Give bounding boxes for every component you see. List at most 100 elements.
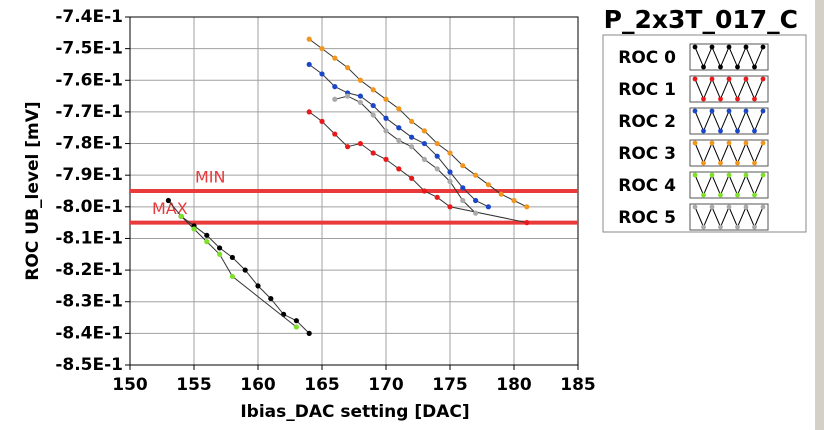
data-point xyxy=(434,140,440,147)
legend-swatch-dot xyxy=(735,64,740,70)
data-point xyxy=(473,210,479,216)
legend-swatch-dot xyxy=(726,44,732,50)
data-point xyxy=(460,163,466,169)
legend-swatch-dot xyxy=(718,160,723,166)
data-point xyxy=(204,239,210,245)
legend-swatch-dot xyxy=(743,204,749,210)
y-tick-label: -8.0E-1 xyxy=(55,197,123,217)
legend-label: ROC 2 xyxy=(618,112,676,132)
legend-swatch-dot xyxy=(760,172,766,178)
legend-swatch-dot xyxy=(709,140,715,146)
data-point xyxy=(332,96,338,102)
series-line xyxy=(180,215,297,328)
data-point xyxy=(524,220,530,226)
legend-swatch-dot xyxy=(692,140,698,146)
y-tick-label: -7.6E-1 xyxy=(55,70,123,90)
data-point xyxy=(345,65,351,71)
y-tick-label: -8.3E-1 xyxy=(55,292,123,312)
legend-swatch-dot xyxy=(752,128,757,134)
legend-swatch-dot xyxy=(735,128,740,134)
legend-swatch-dot xyxy=(752,160,757,166)
data-point xyxy=(217,251,223,257)
data-point xyxy=(460,185,466,191)
data-point xyxy=(229,273,235,280)
y-tick-label: -7.4E-1 xyxy=(55,7,123,27)
data-point xyxy=(178,213,184,219)
data-point xyxy=(396,166,402,172)
legend-swatch-dot xyxy=(735,192,740,198)
data-point xyxy=(217,245,223,251)
legend-swatch-dot xyxy=(726,108,732,114)
data-point xyxy=(370,87,376,93)
data-point xyxy=(319,71,325,77)
data-point xyxy=(447,150,453,156)
data-point xyxy=(370,150,376,156)
data-point xyxy=(357,93,363,99)
data-point xyxy=(165,197,171,204)
legend-swatch-dot xyxy=(692,204,698,210)
y-tick-label: -8.4E-1 xyxy=(55,323,123,343)
legend-swatch-dot xyxy=(743,172,749,178)
legend-swatch-dot xyxy=(743,76,749,82)
legend-swatch-dot xyxy=(726,76,732,82)
data-point xyxy=(485,182,491,188)
data-point xyxy=(281,311,287,317)
data-point xyxy=(473,197,479,204)
legend-swatch-dot xyxy=(709,172,715,178)
data-point xyxy=(357,99,363,106)
x-tick-label: 150 xyxy=(112,375,148,395)
legend-label: ROC 4 xyxy=(618,176,676,196)
data-point xyxy=(306,109,312,115)
data-point xyxy=(383,128,389,134)
y-tick-label: -8.2E-1 xyxy=(55,260,123,280)
x-tick-label: 160 xyxy=(240,375,276,395)
data-point xyxy=(447,169,453,175)
data-point xyxy=(293,318,299,324)
y-tick-label: -7.7E-1 xyxy=(55,102,123,122)
legend-swatch-dot xyxy=(760,140,766,146)
data-point xyxy=(293,324,299,330)
x-tick-label: 180 xyxy=(496,375,532,395)
legend-swatch-dot xyxy=(760,76,766,82)
threshold-label: MIN xyxy=(195,168,226,187)
data-point xyxy=(319,46,325,52)
data-point xyxy=(421,140,427,147)
data-point xyxy=(421,188,427,194)
legend-swatch-dot xyxy=(743,108,749,114)
legend-swatch-dot xyxy=(701,64,706,70)
legend-swatch-dot xyxy=(743,140,749,146)
data-point xyxy=(370,112,376,118)
legend-swatch-dot xyxy=(692,44,698,50)
legend-swatch-dot xyxy=(718,224,723,230)
data-point xyxy=(409,118,415,124)
legend-swatch-dot xyxy=(692,76,698,82)
legend-swatch-dot xyxy=(709,44,715,50)
data-point xyxy=(204,232,210,238)
data-point xyxy=(434,166,440,172)
data-point xyxy=(332,84,338,90)
legend-swatch-dot xyxy=(709,204,715,210)
legend-swatch-dot xyxy=(735,96,740,102)
legend-swatch-dot xyxy=(735,160,740,166)
data-point xyxy=(409,134,415,140)
data-point xyxy=(357,140,363,147)
chart-title: P_2x3T_017_C xyxy=(604,5,798,34)
data-point xyxy=(345,144,351,150)
legend-swatch-dot xyxy=(726,140,732,146)
data-point xyxy=(383,115,389,121)
data-point xyxy=(332,55,338,61)
data-point xyxy=(396,137,402,143)
legend-swatch-dot xyxy=(701,96,706,102)
data-point xyxy=(524,204,530,210)
legend-swatch-dot xyxy=(752,192,757,198)
legend-swatch-dot xyxy=(726,172,732,178)
data-point xyxy=(306,330,312,336)
data-point xyxy=(229,254,235,261)
legend-swatch-dot xyxy=(692,108,698,114)
window-edge xyxy=(815,0,824,430)
data-point xyxy=(447,204,453,210)
series-line xyxy=(308,38,528,208)
data-point xyxy=(357,77,363,83)
legend-label: ROC 3 xyxy=(618,144,676,164)
